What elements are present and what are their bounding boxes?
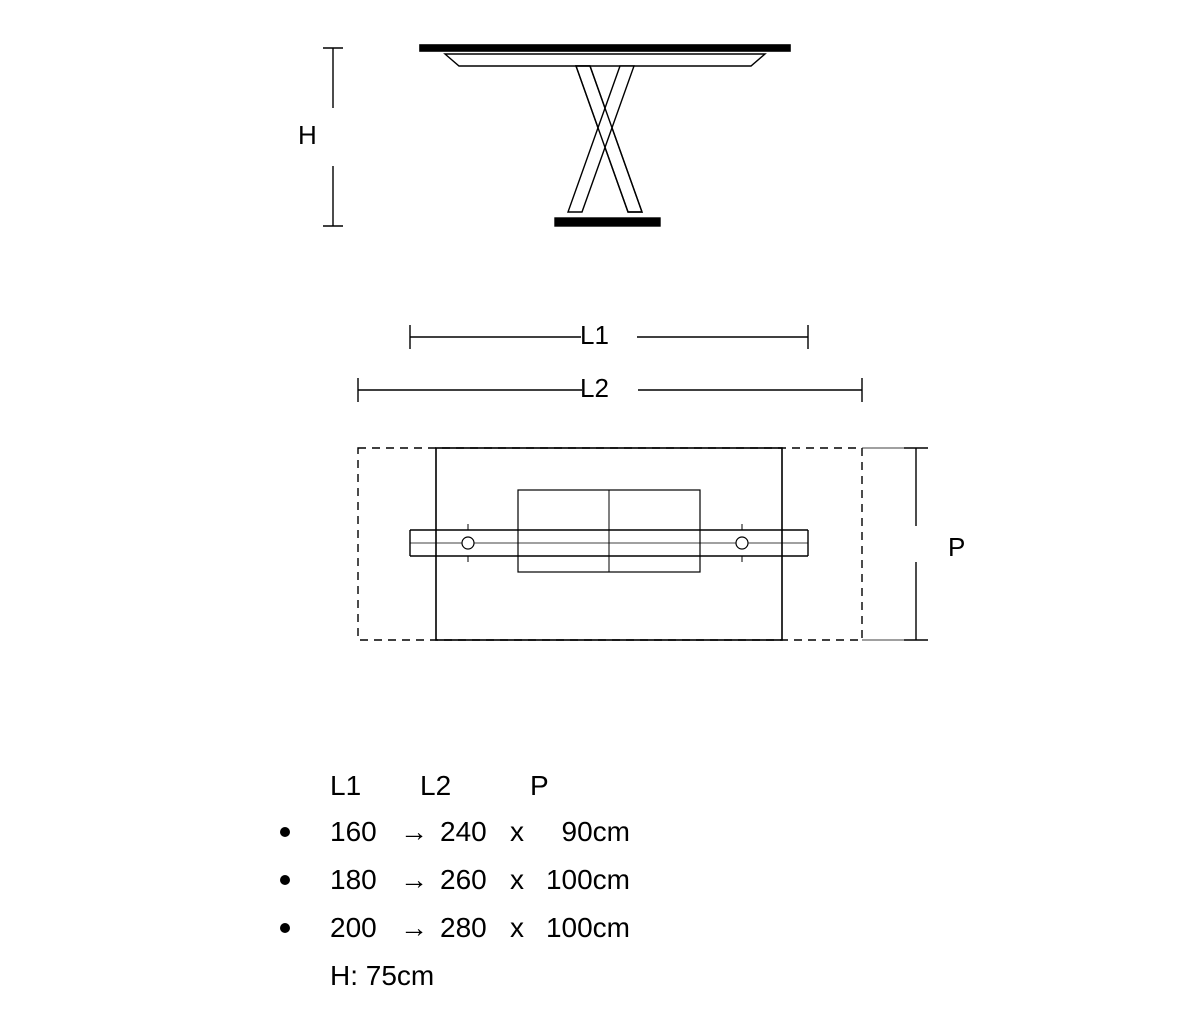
table-row: 160→240x90cm: [280, 816, 630, 848]
arrow-icon: →: [400, 912, 440, 944]
label-L1: L1: [580, 320, 609, 351]
cell-P: 100cm: [540, 864, 630, 896]
cell-L1: 200: [330, 912, 400, 944]
col-header-L2: L2: [420, 770, 530, 802]
cell-L1: 160: [330, 816, 400, 848]
cell-L2: 260: [440, 864, 510, 896]
table-row: 180→260x100cm: [280, 864, 630, 896]
cell-L2: 240: [440, 816, 510, 848]
label-H: H: [298, 120, 317, 151]
col-header-P: P: [530, 770, 549, 802]
times-icon: x: [510, 912, 540, 944]
bullet-icon: [280, 875, 290, 885]
cell-L1: 180: [330, 864, 400, 896]
label-L2: L2: [580, 373, 609, 404]
label-P: P: [948, 532, 965, 563]
times-icon: x: [510, 816, 540, 848]
times-icon: x: [510, 864, 540, 896]
technical-drawing: H L1 L2 P L1 L2 P 160→240x90cm180→260x10…: [0, 0, 1200, 1010]
height-row: H: 75cm: [280, 960, 630, 992]
arrow-icon: →: [400, 816, 440, 848]
cell-P: 90cm: [540, 816, 630, 848]
dimensions-table: L1 L2 P 160→240x90cm180→260x100cm200→280…: [280, 770, 630, 1008]
bullet-icon: [280, 923, 290, 933]
table-row: 200→280x100cm: [280, 912, 630, 944]
arrow-icon: →: [400, 864, 440, 896]
col-header-L1: L1: [330, 770, 420, 802]
dimensions-table-header: L1 L2 P: [280, 770, 630, 802]
cell-P: 100cm: [540, 912, 630, 944]
cell-L2: 280: [440, 912, 510, 944]
height-value: H: 75cm: [330, 960, 434, 992]
bullet-icon: [280, 827, 290, 837]
